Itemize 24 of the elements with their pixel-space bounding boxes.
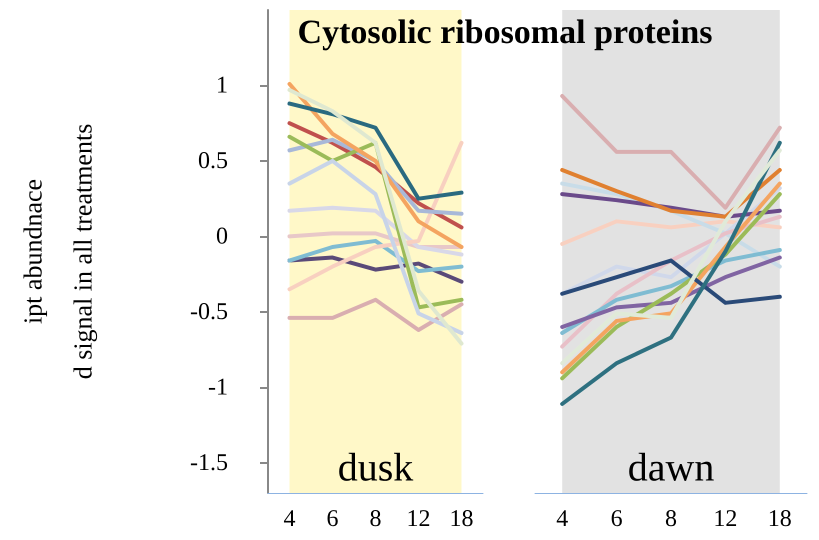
y-axis-title: ipt abundnace d signal in all treatments [18, 124, 98, 380]
x-tick-label: 8 [665, 506, 677, 532]
y-tick-label: 0.5 [198, 148, 228, 174]
y-tick-label: 1 [216, 72, 228, 98]
line-series [288, 88, 464, 346]
band-label: dawn [628, 444, 714, 490]
line-series [288, 158, 464, 336]
y-tick-label: -0.5 [190, 298, 228, 325]
chart-title: Cytosolic ribosomal proteins [296, 14, 714, 52]
x-tick-label: 4 [556, 506, 568, 532]
line-series [288, 102, 464, 201]
x-tick-label: 8 [370, 506, 382, 532]
x-tick-label: 4 [284, 506, 296, 532]
x-tick-label: 6 [610, 506, 623, 532]
y-tick-label: -1 [208, 374, 228, 400]
y-tick-label: -1.5 [190, 450, 228, 476]
x-tick-label: 18 [768, 506, 792, 532]
line-series [288, 298, 464, 332]
x-tick-label: 12 [406, 506, 430, 532]
band-label: dusk [338, 444, 414, 490]
y-tick-label: 0 [216, 223, 228, 250]
x-tick-label: 12 [713, 506, 738, 532]
x-tick-label: 18 [450, 506, 474, 532]
x-tick-label: 6 [326, 506, 338, 532]
